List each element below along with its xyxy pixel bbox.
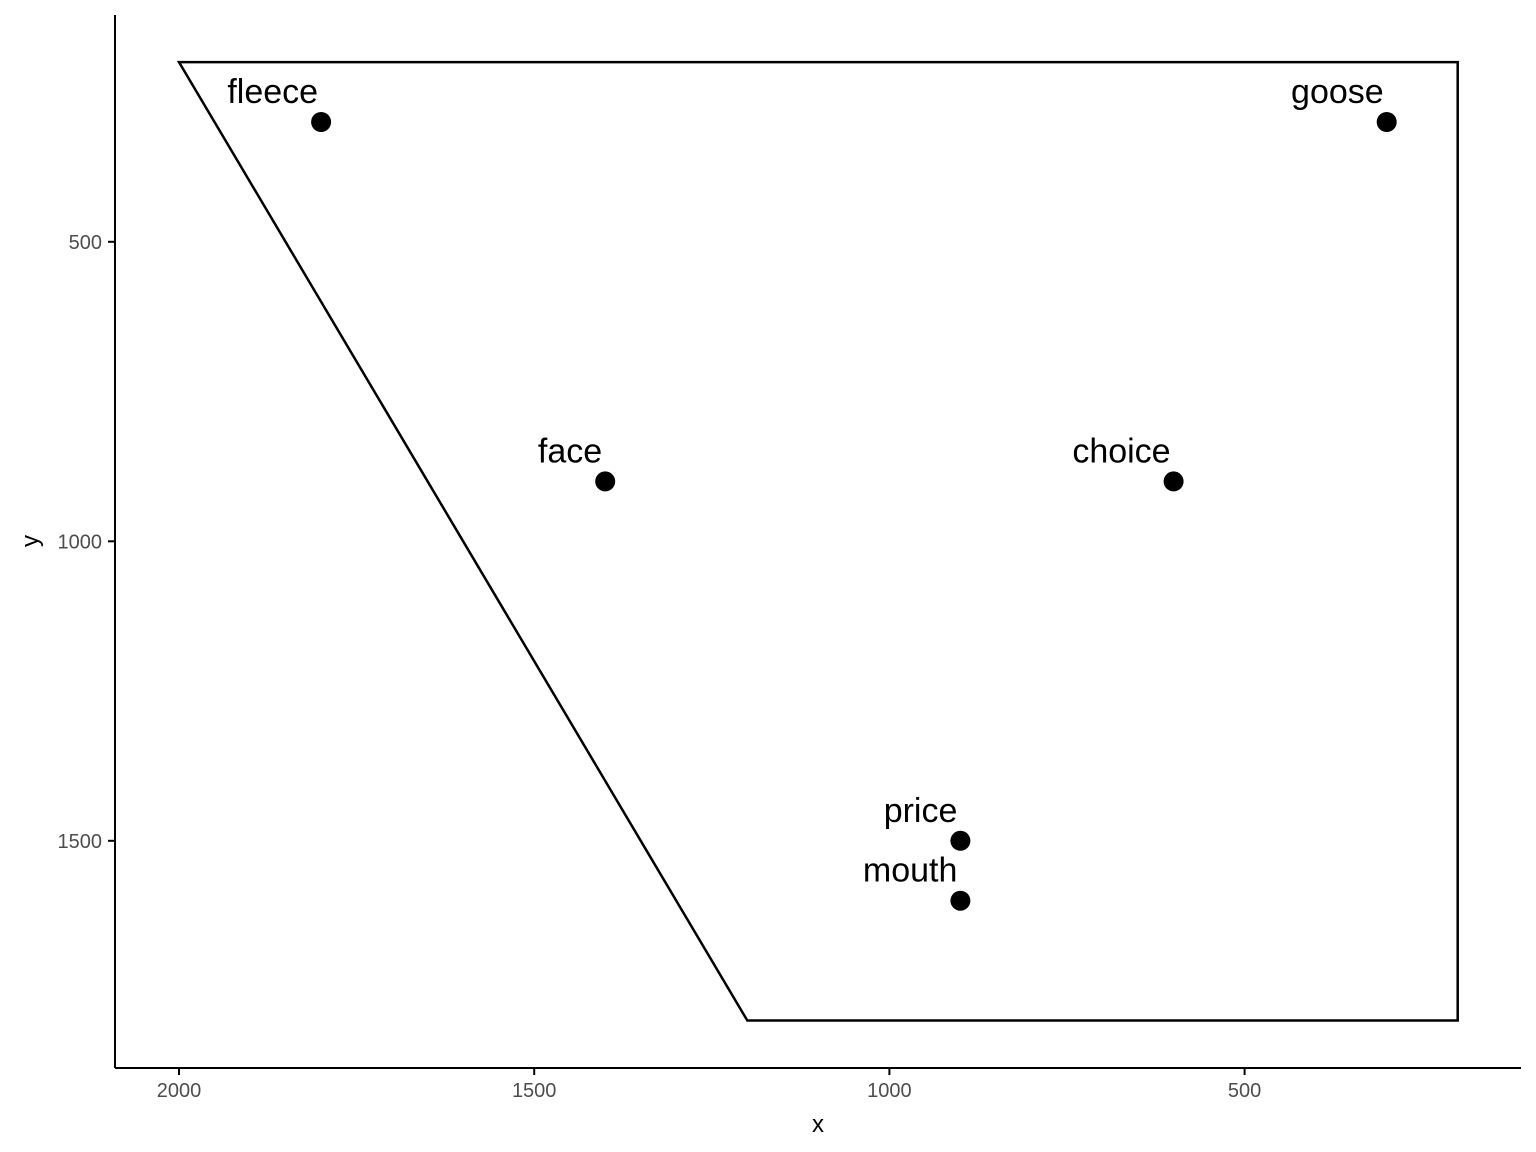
point-label-fleece: fleece bbox=[227, 73, 318, 111]
y-tick-label-500: 500 bbox=[69, 232, 102, 254]
point-label-choice: choice bbox=[1072, 432, 1170, 470]
point-mouth bbox=[950, 890, 971, 911]
point-fleece bbox=[311, 112, 332, 132]
plot-area: fleece goose face choice price mouth bbox=[176, 60, 1459, 1022]
region-polygon bbox=[176, 60, 1459, 1022]
point-labels-group: fleece goose face choice price mouth bbox=[227, 73, 1383, 890]
point-face bbox=[595, 471, 616, 492]
point-choice bbox=[1163, 471, 1184, 492]
y-axis-ticks: 500 1000 1500 bbox=[58, 232, 115, 853]
point-goose bbox=[1376, 112, 1397, 132]
point-label-goose: goose bbox=[1291, 73, 1384, 111]
x-tick-label-2000: 2000 bbox=[157, 1080, 202, 1102]
point-label-face: face bbox=[538, 432, 602, 470]
points-group bbox=[311, 112, 1397, 911]
y-tick-label-1000: 1000 bbox=[58, 531, 103, 553]
x-axis-title: x bbox=[812, 1111, 824, 1138]
point-label-price: price bbox=[884, 792, 958, 830]
x-tick-label-1000: 1000 bbox=[867, 1080, 912, 1102]
x-axis-ticks: 2000 1500 1000 500 bbox=[157, 1068, 1261, 1102]
point-label-mouth: mouth bbox=[863, 852, 958, 890]
x-tick-label-500: 500 bbox=[1228, 1080, 1261, 1102]
y-axis-title: y bbox=[17, 535, 44, 547]
point-price bbox=[950, 830, 971, 851]
x-tick-label-1500: 1500 bbox=[512, 1080, 557, 1102]
y-tick-label-1500: 1500 bbox=[58, 831, 103, 853]
